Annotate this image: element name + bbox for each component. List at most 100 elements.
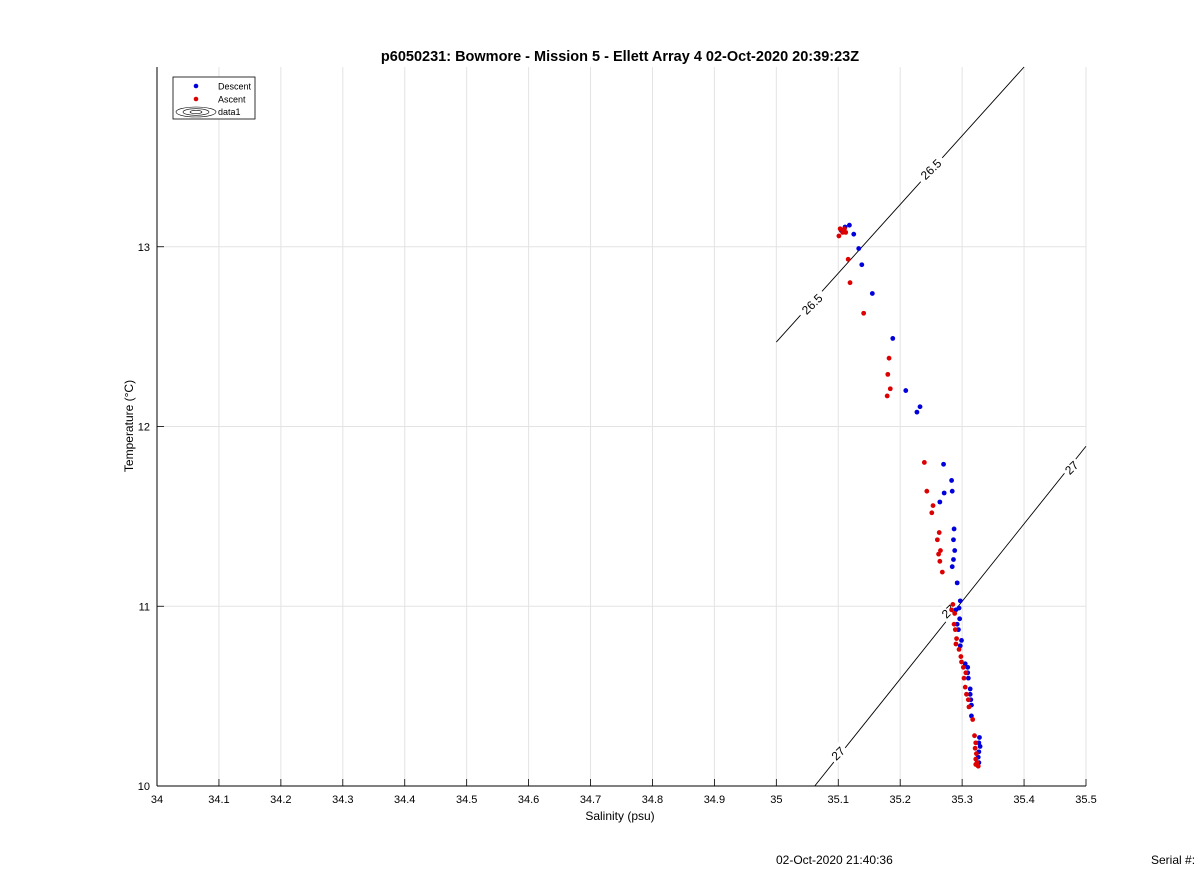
y-axis-label: Temperature (°C)	[122, 380, 136, 472]
descent-point	[856, 246, 862, 251]
ascent-point	[961, 675, 967, 681]
ascent-point	[887, 386, 893, 392]
ascent-point	[951, 621, 957, 627]
ascent-point	[965, 697, 971, 703]
ascent-point	[939, 569, 945, 575]
descent-point	[851, 231, 857, 237]
x-tick-label: 34	[151, 794, 163, 806]
descent-point	[859, 262, 865, 268]
ascent-point	[953, 641, 959, 647]
ascent-point	[973, 751, 979, 757]
ascent-point	[958, 654, 964, 659]
legend-box	[172, 76, 256, 120]
contour-label: 27	[829, 744, 849, 764]
x-tick-label: 34.9	[704, 794, 725, 806]
x-tick-label: 34.7	[580, 794, 601, 806]
descent-point	[890, 336, 896, 341]
ascent-point	[956, 646, 962, 652]
ascent-point	[966, 704, 972, 710]
descent-point	[967, 691, 973, 697]
ascent-point	[884, 393, 890, 399]
descent-point	[869, 291, 875, 296]
ascent-point	[936, 530, 942, 535]
x-tick-labels: 34 34.1 34.2 34.3 34.4 34.5 34.6 34.7 34.8 34.9 35…	[151, 794, 1097, 806]
descent-point	[847, 222, 852, 228]
data-points	[836, 222, 983, 769]
legend-data1-label: data1	[218, 107, 241, 117]
ascent-point	[937, 558, 943, 564]
legend-ascent-marker	[193, 96, 199, 102]
ascent-point	[924, 488, 930, 494]
footer-timestamp: 02-Oct-2020 21:40:36	[776, 853, 893, 867]
x-axis-label: Salinity (psu)	[585, 809, 654, 823]
axes	[156, 67, 1087, 787]
ascent-point	[861, 310, 867, 316]
ascent-point	[845, 256, 851, 262]
ascent-point	[949, 607, 955, 613]
contour-label-bg	[826, 741, 849, 765]
y-tick-label: 11	[139, 601, 150, 613]
ascent-point	[963, 670, 969, 676]
ascent-point	[847, 280, 853, 286]
descent-point	[941, 490, 947, 496]
ascent-point	[950, 602, 956, 607]
ascent-point	[936, 551, 941, 557]
descent-point	[965, 664, 971, 670]
footer-serial-label: Serial #:	[1151, 853, 1196, 867]
contour-label-bg	[914, 152, 947, 185]
descent-point	[917, 404, 923, 410]
x-tick-label: 34.1	[208, 794, 229, 806]
descent-point	[951, 526, 957, 532]
x-tick-label: 35	[770, 794, 782, 806]
ascent-point	[952, 627, 958, 633]
ascent-point	[972, 733, 977, 739]
x-tick-label: 34.2	[270, 794, 291, 806]
ascent-point	[970, 717, 976, 722]
descent-point	[951, 557, 956, 562]
ascent-point	[886, 355, 892, 361]
x-tick-label: 34.5	[456, 794, 477, 806]
descent-point	[977, 744, 983, 749]
y-tick-label: 13	[138, 242, 150, 254]
y-tick-label: 10	[138, 781, 150, 793]
ascent-point	[885, 371, 891, 377]
descent-point	[949, 488, 955, 494]
contour-label: 27	[1062, 458, 1082, 478]
contour-label-bg	[1059, 455, 1083, 479]
ascent-point	[930, 503, 936, 508]
descent-point	[937, 499, 943, 505]
ascent-point	[938, 548, 943, 553]
descent-point	[941, 461, 946, 467]
ascent-point	[954, 636, 959, 642]
descent-point	[949, 478, 955, 483]
descent-point	[903, 388, 909, 393]
ascent-point	[973, 740, 979, 746]
y-tick-labels: 10 11 12 13	[138, 242, 150, 793]
x-tick-label: 34.3	[332, 794, 353, 806]
x-tick-label: 35.5	[1075, 794, 1096, 806]
descent-point	[951, 537, 956, 543]
legend: Descent Ascent data1	[172, 76, 256, 120]
contour-label-bg	[795, 287, 828, 320]
ascent-point	[964, 691, 969, 697]
legend-contour-icon	[175, 106, 217, 118]
x-tick-label: 35.2	[889, 794, 910, 806]
descent-point	[962, 661, 968, 667]
ascent-point	[843, 229, 849, 235]
x-tick-label: 34.8	[642, 794, 663, 806]
grid	[156, 67, 1087, 787]
legend-descent-marker	[193, 83, 199, 89]
ascent-point	[921, 460, 927, 465]
x-tick-label: 34.6	[518, 794, 539, 806]
ascent-point	[952, 611, 958, 616]
descent-point	[957, 616, 963, 622]
contour-label-group: 27	[1059, 455, 1083, 479]
ascent-point	[836, 233, 842, 239]
descent-point	[965, 675, 971, 681]
descent-point	[977, 735, 982, 740]
descent-point	[959, 638, 964, 643]
descent-point	[957, 598, 963, 604]
